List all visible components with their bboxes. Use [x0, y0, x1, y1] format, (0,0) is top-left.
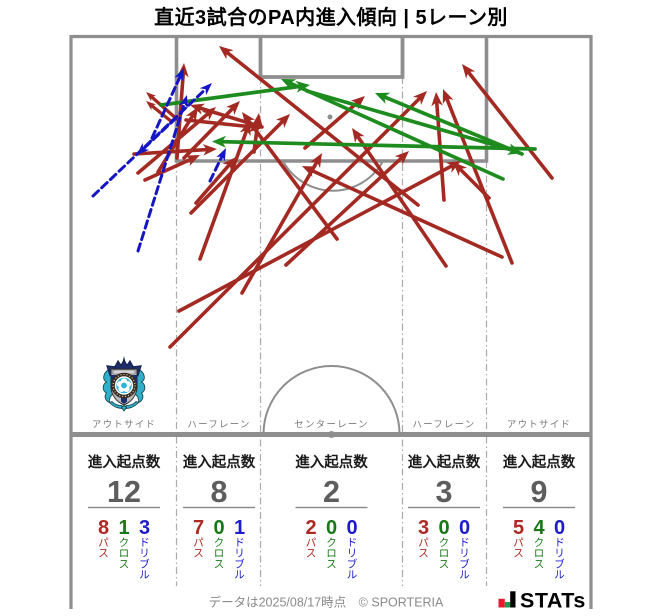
svg-text:STATs: STATs: [520, 589, 586, 612]
svg-text:ス: ス: [98, 548, 109, 560]
svg-text:リ: リ: [554, 548, 565, 560]
svg-text:ブ: ブ: [347, 557, 358, 570]
svg-text:ル: ル: [554, 569, 565, 581]
svg-text:データは2025/08/17時点 © SPORTERIA: データは2025/08/17時点 © SPORTERIA: [209, 595, 444, 610]
svg-text:パ: パ: [513, 537, 524, 549]
svg-text:リ: リ: [139, 548, 150, 560]
svg-text:ス: ス: [326, 558, 337, 570]
svg-text:0: 0: [346, 517, 357, 539]
svg-text:ス: ス: [306, 548, 317, 560]
svg-text:ロ: ロ: [534, 548, 545, 560]
svg-text:ス: ス: [418, 548, 429, 560]
svg-text:ク: ク: [326, 537, 337, 549]
svg-text:8: 8: [211, 475, 228, 509]
svg-text:ス: ス: [439, 558, 450, 570]
svg-text:4: 4: [533, 517, 545, 539]
svg-text:ク: ク: [214, 537, 225, 549]
svg-text:3: 3: [418, 517, 429, 539]
svg-text:9: 9: [531, 475, 548, 509]
svg-text:ロ: ロ: [119, 548, 130, 560]
svg-text:進入起点数: 進入起点数: [295, 453, 368, 471]
svg-text:0: 0: [438, 517, 449, 539]
svg-text:ク: ク: [439, 537, 450, 549]
svg-text:ル: ル: [234, 569, 245, 581]
svg-text:パ: パ: [193, 537, 204, 549]
svg-text:パ: パ: [418, 537, 429, 549]
svg-text:アウトサイド: アウトサイド: [92, 420, 156, 431]
svg-text:リ: リ: [459, 548, 470, 560]
svg-text:1: 1: [234, 517, 245, 539]
svg-text:進入起点数: 進入起点数: [503, 453, 576, 471]
svg-text:ス: ス: [214, 558, 225, 570]
svg-text:パ: パ: [306, 537, 317, 549]
svg-text:ド: ド: [347, 537, 358, 549]
svg-text:進入起点数: 進入起点数: [88, 453, 161, 471]
svg-text:0: 0: [459, 517, 470, 539]
svg-text:ル: ル: [139, 569, 150, 581]
svg-text:ド: ド: [554, 537, 565, 549]
svg-text:進入起点数: 進入起点数: [408, 453, 481, 471]
svg-text:パ: パ: [98, 537, 109, 549]
svg-text:ド: ド: [234, 537, 245, 549]
svg-text:アウトサイド: アウトサイド: [507, 420, 571, 431]
svg-text:ル: ル: [347, 569, 358, 581]
svg-text:3: 3: [436, 475, 453, 509]
svg-text:直近3試合のPA内進入傾向 | 5レーン別: 直近3試合のPA内進入傾向 | 5レーン別: [154, 5, 508, 29]
svg-text:ブ: ブ: [139, 557, 150, 570]
svg-text:0: 0: [213, 517, 224, 539]
svg-text:ハーフレーン: ハーフレーン: [412, 420, 475, 431]
svg-text:12: 12: [107, 475, 141, 509]
svg-text:ス: ス: [193, 548, 204, 560]
svg-text:8: 8: [98, 517, 109, 539]
svg-text:ス: ス: [534, 558, 545, 570]
svg-text:ロ: ロ: [439, 548, 450, 560]
svg-text:リ: リ: [234, 548, 245, 560]
svg-text:ル: ル: [459, 569, 470, 581]
svg-text:2: 2: [305, 517, 316, 539]
svg-text:ド: ド: [139, 537, 150, 549]
svg-text:ブ: ブ: [554, 557, 565, 570]
svg-text:ク: ク: [534, 537, 545, 549]
svg-text:ロ: ロ: [326, 548, 337, 560]
svg-text:ブ: ブ: [234, 557, 245, 570]
svg-text:進入起点数: 進入起点数: [183, 453, 256, 471]
svg-text:ロ: ロ: [214, 548, 225, 560]
svg-text:5: 5: [513, 517, 524, 539]
svg-text:3: 3: [139, 517, 150, 539]
svg-text:ス: ス: [119, 558, 130, 570]
svg-text:センターレーン: センターレーン: [294, 420, 368, 431]
svg-text:0: 0: [554, 517, 565, 539]
svg-text:リ: リ: [347, 548, 358, 560]
svg-text:ハーフレーン: ハーフレーン: [187, 420, 250, 431]
svg-text:ブ: ブ: [459, 557, 470, 570]
svg-text:2: 2: [323, 475, 340, 509]
svg-text:0: 0: [326, 517, 337, 539]
svg-text:7: 7: [193, 517, 204, 539]
svg-text:ク: ク: [119, 537, 130, 549]
svg-text:ド: ド: [459, 537, 470, 549]
svg-text:ス: ス: [513, 548, 524, 560]
svg-text:1: 1: [118, 517, 129, 539]
